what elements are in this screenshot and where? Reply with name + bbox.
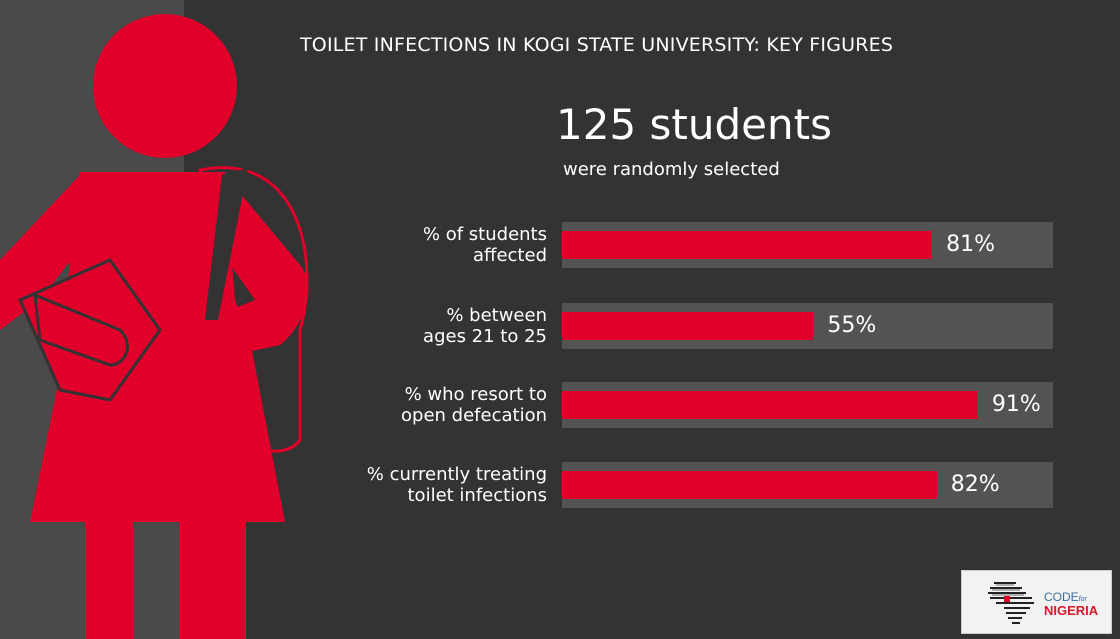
logo-code-text: CODEfor [1044, 590, 1087, 604]
bar-category-label-line: open defecation [401, 405, 547, 426]
subheadline: were randomly selected [563, 159, 780, 180]
bar-track: 81% [562, 222, 1053, 268]
bar-category-label: % who resort to open defecation [401, 384, 547, 426]
bar-category-label-line: affected [473, 245, 547, 266]
bar [562, 391, 978, 419]
bar-category-label-line: ages 21 to 25 [423, 326, 547, 347]
bar-category-label: % between ages 21 to 25 [423, 305, 547, 347]
bar-track: 55% [562, 303, 1053, 349]
logo-nigeria-text: NIGERIA [1044, 603, 1099, 618]
bar-category-label-line: % between [446, 305, 547, 326]
africa-map-icon [988, 582, 1034, 624]
bar-category-label: % of students affected [423, 224, 547, 266]
bar [562, 231, 933, 259]
bar-data-label: 91% [991, 392, 1041, 417]
student-silhouette-icon [0, 14, 309, 639]
bar-track: 91% [562, 382, 1053, 428]
bar-row: % of students affected 81% [0, 222, 1120, 268]
bar [562, 312, 814, 340]
bar-category-label: % currently treating toilet infections [367, 464, 547, 506]
bar-category-label-line: % currently treating [366, 464, 547, 485]
bar-category-label-line: toilet infections [407, 485, 548, 506]
bar [562, 471, 937, 499]
bar-row: % between ages 21 to 25 55% [0, 303, 1120, 349]
headline-count: 125 students [556, 100, 832, 149]
bar-data-label: 82% [950, 472, 1000, 497]
bar-data-label: 55% [827, 313, 877, 338]
bar-category-label-line: % of students [422, 224, 547, 245]
code-for-nigeria-logo: CODEfor NIGERIA [961, 570, 1112, 634]
bar-row: % who resort to open defecation 91% [0, 382, 1120, 428]
page-title: TOILET INFECTIONS IN KOGI STATE UNIVERSI… [300, 34, 894, 56]
bar-row: % currently treating toilet infections 82% [0, 462, 1120, 508]
bar-data-label: 81% [946, 232, 996, 257]
bar-track: 82% [562, 462, 1053, 508]
bar-category-label-line: % who resort to [404, 384, 547, 405]
